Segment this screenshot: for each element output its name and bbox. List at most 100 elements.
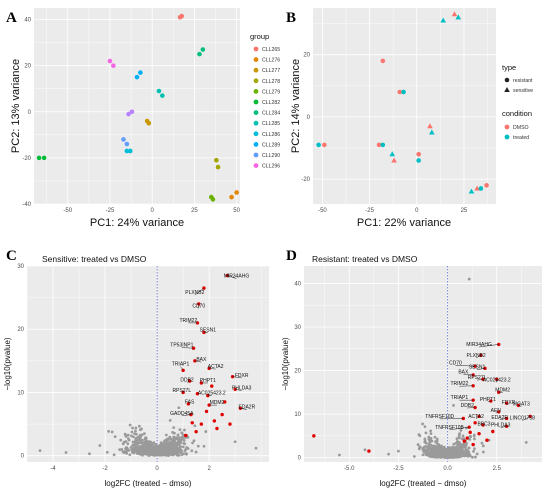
plot-d-bg-point [458, 436, 461, 440]
plot-a-xtick-label: 50 [233, 208, 240, 214]
plot-b-legend-condition-title: condition [502, 109, 532, 118]
plot-b-xtick-label: -25 [365, 208, 374, 214]
plot-d-gene-label: ACTA2 [468, 414, 484, 420]
plot-d-label-connector [487, 400, 491, 403]
plot-d-bg-point [412, 455, 416, 458]
plot-c-bg-point [184, 447, 188, 451]
plot-a-legend-label: CLL290 [262, 153, 280, 159]
plot-d-bg-point [480, 441, 484, 445]
plot-d-bg-point [461, 434, 465, 438]
plot-c-bg-point [110, 430, 114, 434]
plot-a-legend-swatch [253, 120, 259, 126]
plot-d-bg-point [468, 437, 472, 441]
panel-letter-b: B [286, 10, 296, 26]
plot-b-xtick-label: 0 [415, 208, 419, 214]
plot-c-bg-point [166, 447, 170, 451]
plot-d-bg-point [472, 449, 475, 453]
plot-d-label-connector [477, 378, 484, 381]
plot-d-gene-label: PLXNB2 [467, 353, 486, 359]
plot-d-xtick-label: 0.0 [443, 466, 452, 472]
plot-b-point [474, 185, 480, 191]
plot-b-point [389, 151, 396, 157]
plot-c-bg-point [155, 445, 159, 448]
plot-c-gene-label: DDB2 [180, 377, 194, 383]
plot-d-bg-point [454, 441, 458, 445]
plot-c-bg-point [38, 449, 42, 453]
plot-c-bg-point [166, 442, 169, 446]
plot-c-label-connector [194, 360, 202, 363]
plot-c-gene-label: SESN1 [200, 327, 217, 333]
plot-a-legend-label: CLL278 [262, 79, 280, 85]
plot-c-bg-point [143, 452, 147, 456]
plot-c-bg-point [134, 426, 138, 430]
plot-c-bg-point [64, 451, 68, 454]
plot-c-bg-point [131, 450, 134, 454]
plot-c-bg-point [172, 435, 176, 439]
plot-d-bg-point [427, 444, 431, 447]
plot-c-bg-point [164, 440, 167, 444]
plot-c-bg-point [175, 449, 179, 452]
plot-c-bg-point [179, 445, 182, 449]
plot-d-gene-label: LINC01758 [510, 416, 536, 422]
plot-d-bg-point [465, 441, 468, 445]
plot-c-bg-point [134, 432, 138, 436]
plot-d-bg-point [464, 454, 468, 457]
plot-a-point [107, 58, 113, 64]
plot-d-bg-point [449, 451, 453, 454]
plot-a-legend-label: CLL285 [262, 121, 280, 127]
plot-c-bg-point [123, 432, 127, 436]
plot-d-gene-label: MDM2 [495, 387, 510, 393]
plot-d-sig-point [485, 438, 489, 442]
plot-d-label-connector [495, 411, 499, 414]
plot-c-bg-point [130, 430, 134, 434]
plot-c-bg-point [105, 450, 109, 454]
plot-b-point [429, 129, 435, 135]
plot-c-ylabel: −log10(pvalue) [3, 337, 12, 390]
plot-c-bg-point [140, 433, 144, 437]
plot-c-bg-point [193, 424, 197, 428]
plot-c-ytick-label: 20 [17, 327, 24, 333]
plot-d-xtick-label: -2.5 [393, 466, 404, 472]
plot-b-ticks: -50 -25 0 25 -20 0 20 [301, 53, 468, 214]
plot-b-point [484, 183, 489, 188]
plot-c-bg-point [124, 440, 128, 443]
plot-d-gene-label: MGAT3 [513, 402, 530, 408]
panel-letter-d: D [286, 248, 297, 264]
plot-c-bg-point [179, 441, 182, 445]
plot-d-bg-point [468, 454, 472, 458]
plot-d-bg-point [416, 443, 420, 446]
plot-d-sig-point [491, 429, 495, 434]
plot-c-bg-point [181, 445, 185, 449]
plot-d-bg-point [453, 452, 457, 456]
plot-d-bg-point [387, 452, 390, 456]
plot-d-bg-point [442, 446, 446, 450]
plot-d-bg-point [461, 451, 464, 455]
plot-c-background [27, 266, 269, 462]
plot-b-point [416, 151, 421, 157]
plot-d-bg-point [363, 448, 367, 452]
plot-b-legend: type condition resistant sensitive DMSO tre… [502, 63, 533, 141]
plot-d-gene-label: AEN [491, 408, 502, 414]
plot-d-label-connector [449, 426, 470, 431]
plot-c-bg-point [113, 435, 117, 439]
panel-a-chart: -50 -25 0 25 50 -40 -20 0 20 40 PC1: 24% variance… [10, 8, 280, 229]
plot-a-point [234, 190, 239, 195]
plot-c-bg-point [134, 449, 137, 453]
plot-d-bg-point [453, 446, 457, 450]
plot-a-ytick-label: 40 [24, 18, 31, 24]
plot-c-ytick-label: 10 [17, 390, 24, 396]
plot-d-label-connector [477, 368, 485, 370]
plot-c-xtick-label: -4 [50, 466, 56, 472]
plot-c-gene-label: EDA2R [239, 405, 256, 411]
plot-d-bg-point [471, 455, 474, 459]
plot-a-legend-label: CLL265 [262, 47, 280, 53]
plot-c-bg-point [175, 441, 179, 445]
plot-c-bg-point [155, 447, 159, 451]
plot-d-sig-point [473, 421, 477, 425]
panel-b-chart: -50 -25 0 25 -20 0 20 PC1: 22% variance PC2: 1… [290, 8, 533, 229]
plot-c-bg-point [146, 447, 150, 451]
plot-c-bg-point [204, 430, 208, 433]
plot-a-legend-swatch [253, 142, 259, 147]
